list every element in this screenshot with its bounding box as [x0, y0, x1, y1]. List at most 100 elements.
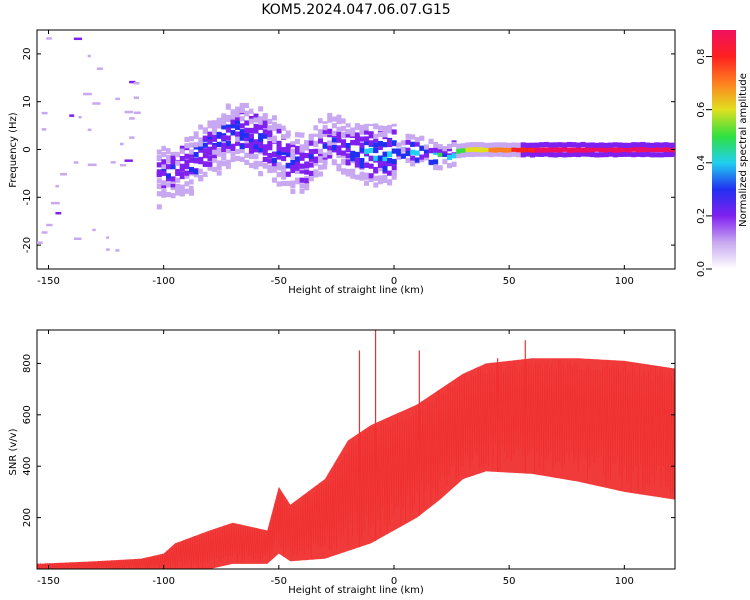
- spectrogram-cell: [631, 146, 637, 152]
- spectrogram-cell: [317, 171, 324, 177]
- spectrogram-cell: [580, 147, 586, 153]
- spectrogram-cell: [193, 126, 199, 132]
- spectrogram-cell: [175, 177, 181, 183]
- spectrogram-cell: [161, 183, 167, 189]
- spectrogram-cell: [106, 248, 110, 251]
- spectrogram-cell: [258, 116, 264, 122]
- y-tick-label: 10: [22, 95, 33, 108]
- spectrogram-cell: [313, 160, 319, 166]
- spectrogram-cell: [562, 142, 568, 148]
- spectrogram-cell: [239, 116, 245, 122]
- spectrogram-cell: [336, 114, 342, 120]
- spectrogram-cell: [212, 144, 218, 150]
- spectrogram-cell: [216, 117, 222, 123]
- spectrogram-cell: [317, 128, 324, 134]
- spectrogram-cell: [575, 142, 581, 148]
- spectrogram-cell: [216, 165, 222, 171]
- spectrogram-cell: [235, 131, 241, 137]
- spectrogram-cell: [387, 179, 393, 185]
- spectrogram-cell: [529, 152, 535, 158]
- spectrogram-cell: [299, 163, 305, 169]
- spectrogram-cell: [281, 134, 287, 140]
- spectrogram-cell: [387, 151, 393, 157]
- spectrogram-cell: [479, 147, 485, 153]
- spectrogram-cell: [506, 152, 512, 158]
- spectrogram-cell: [193, 172, 199, 178]
- snr-panel: -150 -100 -50 0 50 100 200 400 600 800 Height of…: [8, 329, 676, 596]
- spectrogram-cell: [488, 142, 494, 148]
- spectrogram-cell: [248, 101, 254, 107]
- spectrogram-cell: [179, 155, 185, 162]
- spectrogram-cell: [525, 142, 531, 148]
- spectrogram-cell: [658, 142, 664, 148]
- spectrogram-cell: [483, 151, 489, 157]
- spectrogram-cell: [60, 172, 67, 176]
- spectrogram-cell: [239, 107, 245, 114]
- spectrogram-cell: [322, 143, 328, 149]
- spectrogram-cell: [267, 158, 273, 164]
- spectrogram-cell: [276, 128, 282, 134]
- spectrogram-cell: [543, 147, 549, 153]
- spectrogram-cell: [133, 82, 140, 85]
- spectrogram-cell: [580, 151, 586, 157]
- spectrogram-cell: [327, 149, 333, 156]
- spectrogram-cell: [552, 152, 558, 158]
- y-tick-label: 200: [22, 508, 33, 527]
- spectrogram-cell: [313, 157, 319, 163]
- spectrogram-cell: [373, 168, 379, 174]
- spectrogram-cell: [308, 149, 314, 155]
- spectrogram-cell: [87, 54, 91, 58]
- spectrogram-cell: [281, 147, 287, 153]
- spectrogram-cell: [520, 142, 526, 148]
- spectrogram-cell: [156, 155, 162, 161]
- spectrogram-cell: [50, 201, 60, 205]
- snr-spikes: [358, 330, 526, 548]
- y-tick-label: 800: [22, 354, 33, 373]
- spectrogram-cell: [336, 130, 342, 136]
- spectrogram-cell: [566, 152, 572, 158]
- spectrogram-cell: [350, 177, 356, 183]
- spectrogram-cell: [198, 141, 204, 147]
- spectrogram-cell: [161, 180, 167, 186]
- spectrogram-cell: [382, 174, 388, 181]
- spectrogram-cell: [285, 147, 291, 153]
- spectrogram-cell: [262, 129, 268, 135]
- spectrogram-cell: [654, 146, 660, 153]
- x-tick-label: 50: [503, 276, 516, 287]
- spectrogram-cell: [115, 97, 120, 101]
- spectrogram-cell: [525, 151, 531, 157]
- spectrogram-cell: [640, 141, 646, 148]
- spectrogram-cell: [612, 152, 618, 158]
- spectrogram-cell: [276, 123, 282, 129]
- x-tick-label: 0: [391, 276, 397, 287]
- spectrogram-cell: [465, 142, 471, 148]
- spectrogram-cell: [124, 110, 133, 114]
- spectrogram-cell: [207, 155, 213, 161]
- spectrogram-cell: [566, 147, 572, 153]
- spectrogram-cell: [493, 142, 499, 148]
- spectrogram-cell: [239, 129, 245, 135]
- spectrogram-cell: [373, 175, 379, 181]
- spectrogram-cell: [359, 124, 365, 130]
- spectrogram-cell: [248, 118, 254, 124]
- spectrogram-cell: [617, 151, 623, 157]
- spectrogram-cell: [608, 142, 614, 148]
- spectrogram-cell: [281, 170, 287, 176]
- spectrogram-cell: [345, 118, 351, 124]
- spectrogram-cell: [373, 182, 379, 188]
- spectrogram-cell: [350, 168, 356, 174]
- spectrogram-cell: [235, 106, 241, 112]
- spectrogram-cell: [189, 190, 195, 196]
- spectrogram-cell: [202, 148, 208, 154]
- spectrogram-cell: [267, 118, 273, 125]
- spectrogram-cell: [225, 148, 231, 154]
- spectrogram-cell: [341, 159, 347, 165]
- spectrogram-cell: [253, 164, 259, 170]
- spectrogram-cell: [672, 142, 675, 148]
- spectrogram-cell: [290, 188, 296, 195]
- spectrogram-cell: [207, 170, 213, 176]
- spectrogram-cell: [626, 147, 632, 153]
- spectrogram-cell: [456, 153, 462, 159]
- spectrogram-cell: [106, 236, 110, 239]
- spectrogram-y-ticks: -20 -10 0 10 20: [22, 48, 675, 253]
